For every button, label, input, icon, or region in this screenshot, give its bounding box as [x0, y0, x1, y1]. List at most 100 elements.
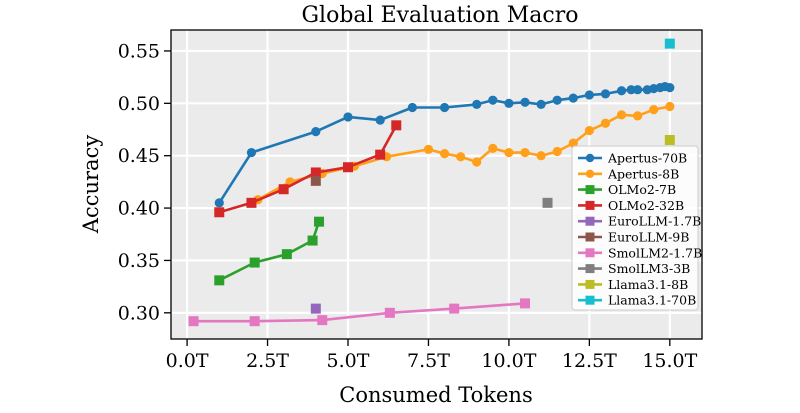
- legend-item: EuroLLM-1.7B: [578, 214, 701, 229]
- x-tick-label: 12.5T: [562, 350, 617, 372]
- data-point: [343, 162, 353, 173]
- data-point: [649, 105, 659, 115]
- plot-frame: [170, 29, 703, 340]
- legend-item: OLMo2-7B: [578, 182, 676, 197]
- data-point: [310, 167, 321, 178]
- legend-item: Apertus-70B: [578, 151, 687, 166]
- series-llama3-1-8b: [664, 134, 675, 145]
- legend-marker: [585, 216, 595, 226]
- chart-title: Global Evaluation Macro: [301, 3, 578, 28]
- legend-marker: [585, 185, 595, 195]
- data-point: [584, 90, 594, 100]
- legend-marker: [585, 153, 595, 163]
- data-point: [249, 316, 260, 327]
- data-point: [616, 110, 627, 120]
- data-point: [552, 146, 562, 157]
- legend-label: Apertus-70B: [607, 151, 687, 166]
- x-axis: 0.0T 2.5T 5.0T 7.5T 10.0T 12.5T 15.0T: [166, 339, 698, 372]
- legend-item: EuroLLM-9B: [578, 230, 689, 245]
- data-point: [600, 89, 611, 99]
- legend-label: SmolLM2-1.7B: [608, 245, 702, 260]
- data-point: [375, 115, 385, 125]
- data-point: [568, 93, 578, 103]
- legend: Apertus-70BApertus-8BOLMo2-7BOLMo2-32BEu…: [571, 145, 702, 311]
- data-point: [423, 144, 434, 155]
- data-point: [314, 216, 325, 227]
- legend-item: SmolLM3-3B: [578, 261, 690, 276]
- legend-marker: [585, 248, 595, 258]
- series-apertus-70b: [214, 81, 675, 208]
- y-tick-label: 0.50: [118, 93, 160, 115]
- data-point: [504, 147, 514, 158]
- series-apertus-8b: [253, 101, 675, 205]
- x-tick-label: 15.0T: [642, 350, 697, 372]
- data-point: [188, 316, 199, 327]
- series-smollm3-3b: [542, 197, 553, 208]
- legend-item: Llama3.1-70B: [578, 293, 696, 308]
- legend-item: OLMo2-32B: [578, 198, 684, 213]
- series-llama3-1-70b: [664, 38, 675, 49]
- data-point: [488, 143, 498, 153]
- data-point: [520, 147, 530, 158]
- data-point: [246, 197, 257, 208]
- series-line-smollm2-1-7b: [193, 302, 526, 323]
- data-point: [391, 120, 402, 131]
- data-point: [310, 303, 321, 314]
- legend-marker: [585, 295, 595, 305]
- data-point: [214, 207, 225, 218]
- legend-marker: [585, 264, 595, 274]
- legend-label: Llama3.1-70B: [608, 293, 696, 308]
- legend-label: SmolLM3-3B: [608, 261, 690, 276]
- series-eurollm-9b: [310, 175, 321, 186]
- data-point: [664, 134, 675, 145]
- data-point: [665, 101, 675, 112]
- legend-marker: [585, 232, 595, 242]
- legend-label: Llama3.1-8B: [608, 277, 688, 292]
- series-olmo2-7b: [214, 216, 325, 286]
- data-point: [584, 125, 594, 136]
- data-point: [536, 99, 546, 109]
- data-point: [665, 83, 675, 93]
- data-point: [568, 138, 578, 148]
- data-point: [307, 235, 318, 246]
- data-point: [439, 149, 450, 159]
- legend-label: OLMo2-7B: [608, 182, 676, 197]
- legend-label: OLMo2-32B: [608, 198, 684, 213]
- data-point: [317, 315, 328, 326]
- x-tick-label: 0.0T: [166, 350, 209, 372]
- data-point: [633, 85, 643, 95]
- y-tick-label: 0.45: [118, 145, 160, 167]
- x-tick-label: 5.0T: [327, 350, 370, 372]
- data-point: [407, 102, 417, 113]
- series-smollm2-1-7b: [188, 298, 530, 327]
- y-tick-label: 0.30: [118, 302, 160, 324]
- data-point: [449, 303, 460, 314]
- series-layer: [188, 38, 675, 327]
- legend-item: Apertus-8B: [578, 166, 679, 181]
- legend-label: EuroLLM-1.7B: [608, 214, 701, 229]
- legend-label: Apertus-8B: [607, 166, 679, 181]
- data-point: [616, 86, 627, 96]
- legend-item: SmolLM2-1.7B: [578, 245, 702, 260]
- y-tick-label: 0.35: [118, 250, 160, 272]
- data-point: [310, 175, 321, 186]
- data-point: [626, 85, 636, 95]
- data-point: [664, 38, 675, 49]
- data-point: [552, 95, 562, 105]
- data-point: [439, 102, 450, 113]
- series-eurollm-1-7b: [310, 303, 321, 314]
- data-point: [281, 249, 292, 260]
- data-point: [542, 197, 553, 208]
- y-axis-label: Accuracy: [79, 135, 103, 235]
- data-point: [249, 257, 260, 268]
- data-point: [504, 98, 514, 108]
- data-point: [384, 307, 395, 318]
- x-tick-label: 7.5T: [407, 350, 450, 372]
- legend-marker: [585, 169, 595, 178]
- legend-marker: [585, 200, 595, 210]
- x-tick-label: 10.0T: [481, 350, 536, 372]
- legend-box: [571, 145, 699, 311]
- legend-item: Llama3.1-8B: [578, 277, 688, 292]
- data-point: [472, 99, 482, 109]
